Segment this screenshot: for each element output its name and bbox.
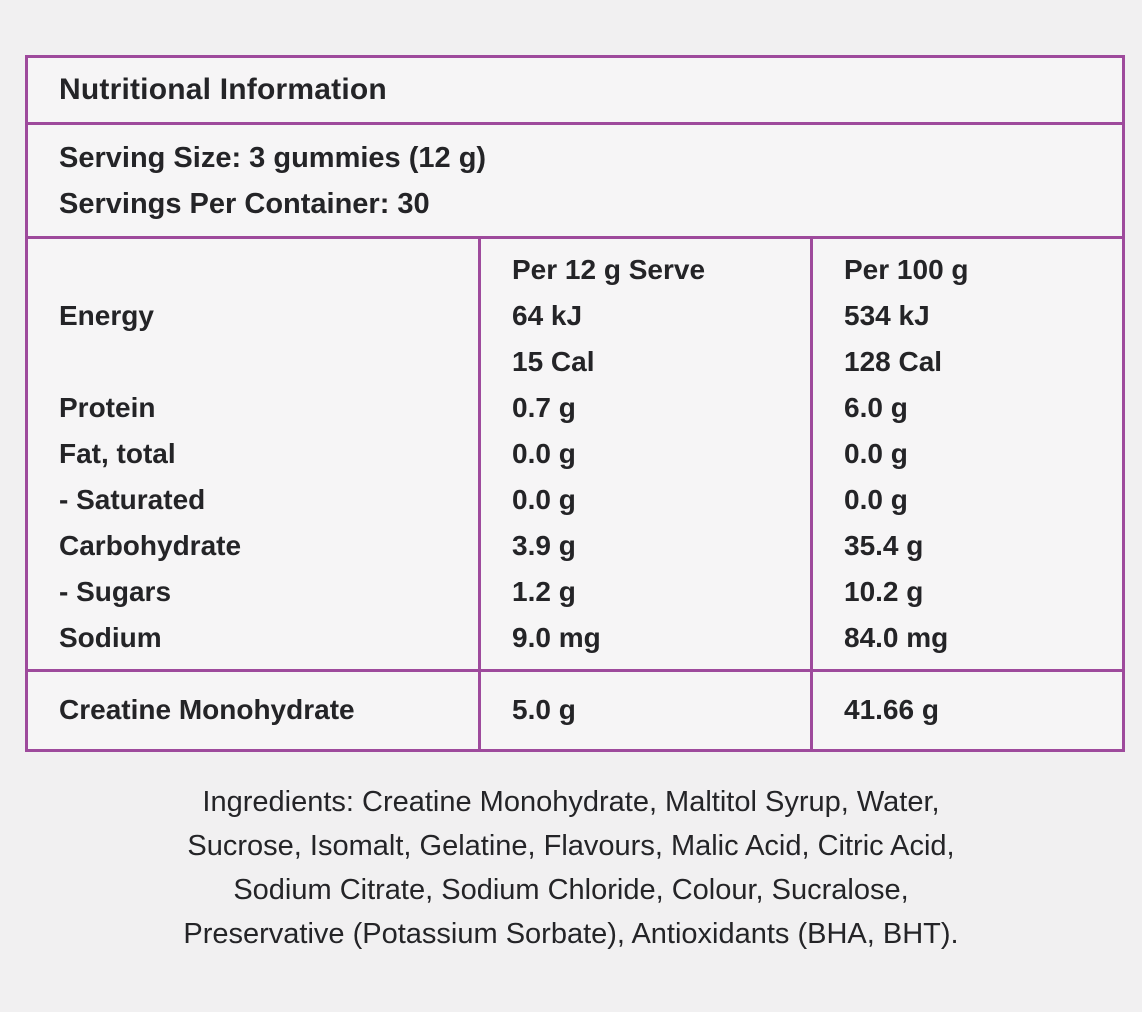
panel-title: Nutritional Information [59,73,387,106]
value-per-100g: 35.4 g [844,530,924,561]
value-per-100g: 84.0 mg [844,622,949,653]
nutrition-table: Per 12 g Serve Per 100 g Energy 64 kJ 53… [28,236,1122,669]
value-per-100g: 534 kJ [844,300,930,331]
nutrient-label: Creatine Monohydrate [59,694,355,725]
nutrient-label: - Saturated [59,484,206,515]
nutrition-grid: Per 12 g Serve Per 100 g Energy 64 kJ 53… [28,247,1122,661]
nutrient-label: Protein [59,392,156,423]
value-per-serve: 5.0 g [512,694,576,725]
value-per-100g: 128 Cal [844,346,943,377]
nutrient-label: Sodium [59,622,162,653]
ingredient-line: Sucrose, Isomalt, Gelatine, Flavours, Ma… [187,830,955,862]
value-per-100g: 0.0 g [844,438,908,469]
value-per-100g: 41.66 g [844,694,939,725]
nutrient-label: Carbohydrate [59,530,242,561]
value-per-100g: 0.0 g [844,484,908,515]
value-per-serve: 0.0 g [512,438,576,469]
value-per-serve: 9.0 mg [512,622,601,653]
value-per-serve: 1.2 g [512,576,576,607]
nutrition-panel: Nutritional Information Serving Size: 3 … [25,55,1125,752]
column-divider [478,672,481,749]
column-divider [810,672,813,749]
serving-info-section: Serving Size: 3 gummies (12 g) Servings … [28,122,1122,236]
table-spacer-cell [28,247,478,293]
panel-title-section: Nutritional Information [28,58,1122,122]
nutrient-label: Energy [59,300,154,331]
column-header-per-serve: Per 12 g Serve [512,254,706,285]
value-per-100g: 6.0 g [844,392,908,423]
serving-size-line: Serving Size: 3 gummies (12 g) [59,142,487,174]
column-header-per-100g: Per 100 g [844,254,969,285]
column-divider [810,239,813,669]
nutrient-label: - Sugars [59,576,172,607]
nutrient-label: Fat, total [59,438,176,469]
nutrient-label [28,339,478,385]
ingredient-line: Ingredients: Creatine Monohydrate, Malti… [202,786,940,818]
column-divider [478,239,481,669]
creatine-row-section: Creatine Monohydrate 5.0 g 41.66 g [28,669,1122,749]
servings-per-container-line: Servings Per Container: 30 [59,188,430,220]
creatine-row: Creatine Monohydrate 5.0 g 41.66 g [28,695,1122,725]
value-per-serve: 15 Cal [512,346,595,377]
value-per-serve: 0.0 g [512,484,576,515]
ingredient-line: Sodium Citrate, Sodium Chloride, Colour,… [233,874,909,906]
value-per-100g: 10.2 g [844,576,924,607]
ingredients-text: Ingredients: Creatine Monohydrate, Malti… [0,780,1142,956]
value-per-serve: 64 kJ [512,300,583,331]
ingredient-line: Preservative (Potassium Sorbate), Antiox… [183,918,959,950]
value-per-serve: 0.7 g [512,392,576,423]
value-per-serve: 3.9 g [512,530,576,561]
